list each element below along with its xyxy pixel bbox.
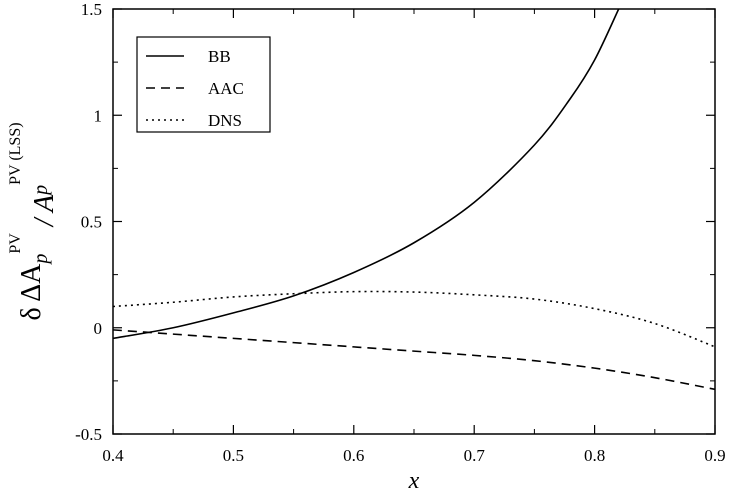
series-layer: [113, 9, 715, 391]
series-line-aac: [113, 329, 715, 391]
series-line-bb: [113, 9, 620, 340]
y-tick-label: 1.5: [81, 0, 102, 19]
x-tick-label: 0.6: [343, 446, 364, 465]
x-tick-label: 0.4: [102, 446, 124, 465]
x-tick-label: 0.5: [223, 446, 244, 465]
y-label-part: PV (LSS): [7, 122, 24, 184]
series-line-dns: [113, 290, 715, 348]
legend-box: [136, 36, 271, 133]
y-label-part: p: [30, 185, 52, 197]
y-axis-label-text: δ ΔApPV / ApPV (LSS): [7, 122, 60, 320]
x-tick-label: 0.7: [464, 446, 486, 465]
legend: BB AAC DNS: [136, 36, 271, 133]
x-axis-label: x: [408, 468, 420, 491]
x-tick-label: 0.9: [704, 446, 725, 465]
x-axis: 0.4 0.5 0.6 0.7 0.8 0.9: [102, 9, 726, 465]
legend-label-dns: DNS: [208, 111, 242, 130]
y-axis: -0.5 0 0.5 1 1.5: [75, 0, 715, 444]
y-label-part: p: [30, 254, 52, 266]
y-axis-label: δ ΔApPV / ApPV (LSS): [7, 122, 60, 320]
y-label-part: PV: [7, 233, 24, 254]
legend-label-bb: BB: [208, 47, 231, 66]
y-label-part: δ ΔA: [16, 263, 47, 321]
legend-label-aac: AAC: [208, 79, 244, 98]
y-tick-label: -0.5: [75, 425, 102, 444]
y-tick-label: 0.5: [81, 213, 102, 232]
y-label-part: / A: [29, 194, 60, 233]
x-tick-label: 0.8: [584, 446, 605, 465]
y-tick-label: 0: [94, 319, 103, 338]
y-tick-label: 1: [94, 106, 103, 125]
